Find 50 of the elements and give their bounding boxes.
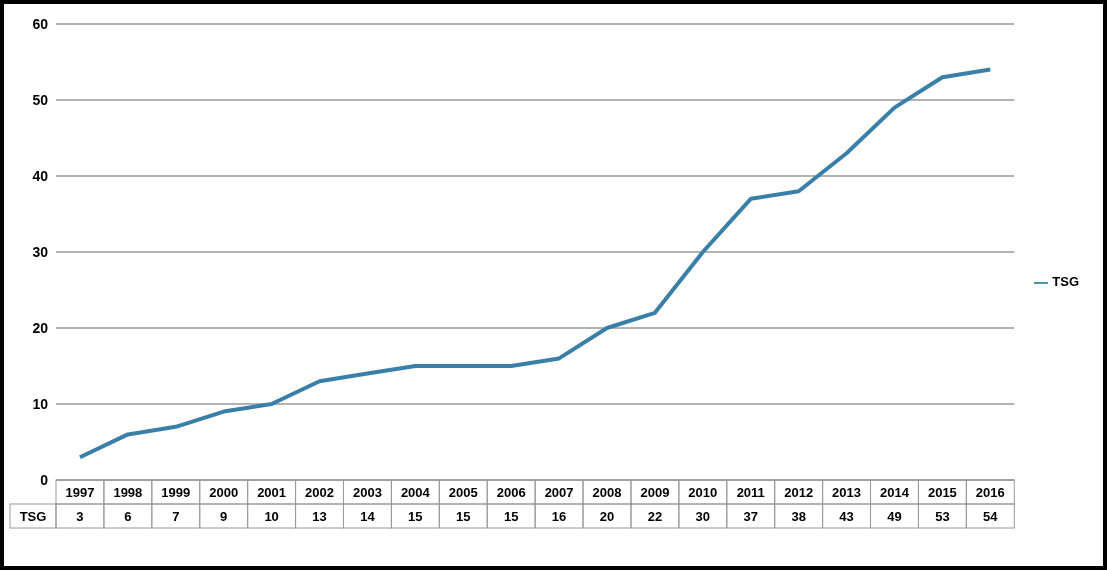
y-tick-label: 0 — [40, 471, 49, 488]
text: TSG — [19, 509, 47, 524]
x-tick-label: 1997 — [65, 485, 95, 500]
y-tick-label: 20 — [32, 319, 49, 336]
data-label: 14 — [360, 509, 376, 524]
y-tick-label: 10 — [32, 395, 49, 412]
data-label: 3 — [76, 509, 84, 524]
x-tick-label: 2002 — [305, 485, 334, 500]
x-tick-label: 1998 — [113, 485, 143, 500]
data-label: 16 — [551, 509, 567, 524]
x-tick-label: 2000 — [209, 485, 239, 500]
x-tick-label: 2016 — [975, 485, 1005, 500]
x-tick-label: 2008 — [592, 485, 622, 500]
x-tick-label: 2005 — [448, 485, 478, 500]
x-tick-label: 2012 — [784, 485, 814, 500]
legend-label: TSG — [1052, 274, 1079, 290]
data-label: 13 — [312, 509, 327, 524]
x-tick-label: 1999 — [161, 485, 191, 500]
x-tick-label: 2013 — [832, 485, 862, 500]
data-label: 10 — [264, 509, 279, 524]
data-label: 38 — [791, 509, 806, 524]
x-tick-label: 2004 — [400, 485, 431, 500]
x-tick-label: 2010 — [688, 485, 718, 500]
data-label: 30 — [695, 509, 711, 524]
data-label: 15 — [456, 509, 471, 524]
data-label: 15 — [408, 509, 423, 524]
data-label: 53 — [935, 509, 950, 524]
y-tick-label: 50 — [32, 91, 49, 108]
x-tick-label: 2014 — [880, 485, 910, 500]
data-label: 49 — [887, 509, 902, 524]
x-tick-label: 2009 — [640, 485, 670, 500]
x-tick-label: 2003 — [352, 485, 382, 500]
x-tick-label: 2011 — [736, 485, 765, 500]
data-label: 37 — [743, 509, 758, 524]
y-tick-label: 30 — [32, 243, 49, 260]
data-label: 6 — [124, 509, 132, 524]
line-series — [77, 67, 993, 460]
x-tick-label: 2006 — [496, 485, 526, 500]
data-label: 7 — [172, 509, 180, 524]
data-label: 20 — [599, 509, 615, 524]
x-tick-label: 2007 — [544, 485, 574, 500]
x-tick-label: 2001 — [257, 485, 287, 500]
y-tick-label: 60 — [32, 15, 49, 32]
data-label: 9 — [220, 509, 228, 524]
x-tick-label: 2015 — [927, 485, 957, 500]
data-label: 22 — [647, 509, 663, 524]
y-tick-label: 40 — [32, 167, 49, 184]
data-label: 43 — [839, 509, 854, 524]
data-label: 15 — [503, 509, 519, 524]
data-label: 54 — [983, 509, 999, 524]
